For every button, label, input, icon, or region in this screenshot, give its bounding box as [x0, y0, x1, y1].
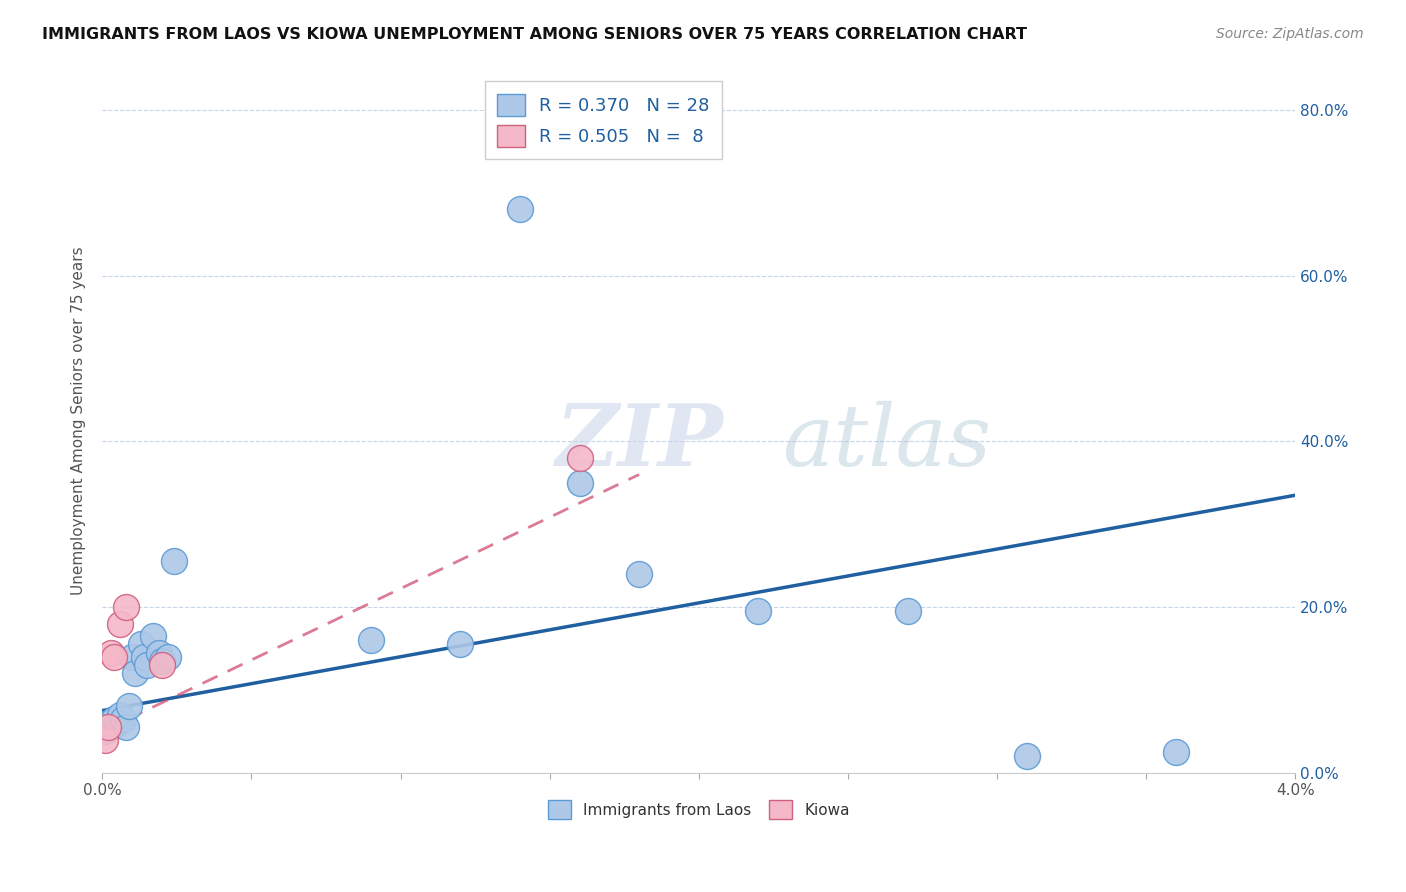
Point [124, 666, 146, 681]
Point [136, 658, 159, 673]
Point [897, 604, 920, 618]
Point [100, 646, 122, 660]
Point [628, 566, 651, 581]
Point [449, 637, 471, 651]
Point [150, 654, 173, 668]
Point [112, 712, 135, 726]
Point [103, 649, 125, 664]
Text: IMMIGRANTS FROM LAOS VS KIOWA UNEMPLOYMENT AMONG SENIORS OVER 75 YEARS CORRELATI: IMMIGRANTS FROM LAOS VS KIOWA UNEMPLOYME… [42, 27, 1028, 42]
Text: atlas: atlas [782, 401, 991, 483]
Point [108, 707, 131, 722]
Point [108, 616, 131, 631]
Point [115, 600, 138, 615]
Point [103, 712, 125, 726]
Point [97, 720, 120, 734]
Point [115, 720, 138, 734]
Point [509, 202, 531, 217]
Point [148, 646, 170, 660]
Point [100, 720, 122, 734]
Point [105, 716, 128, 731]
Point [94, 732, 117, 747]
Point [360, 633, 382, 648]
Point [132, 649, 155, 664]
Point [142, 629, 165, 643]
Legend: Immigrants from Laos, Kiowa: Immigrants from Laos, Kiowa [541, 794, 856, 825]
Point [1015, 749, 1038, 764]
Point [118, 699, 141, 714]
Point [94, 724, 117, 739]
Point [163, 554, 186, 568]
Point [1166, 745, 1188, 759]
Text: Source: ZipAtlas.com: Source: ZipAtlas.com [1216, 27, 1364, 41]
Point [568, 450, 591, 465]
Point [121, 649, 143, 664]
Y-axis label: Unemployment Among Seniors over 75 years: Unemployment Among Seniors over 75 years [72, 246, 86, 595]
Point [156, 649, 179, 664]
Point [129, 637, 152, 651]
Point [747, 604, 769, 618]
Point [150, 658, 173, 673]
Text: ZIP: ZIP [555, 400, 724, 483]
Point [97, 716, 120, 731]
Point [568, 475, 591, 490]
